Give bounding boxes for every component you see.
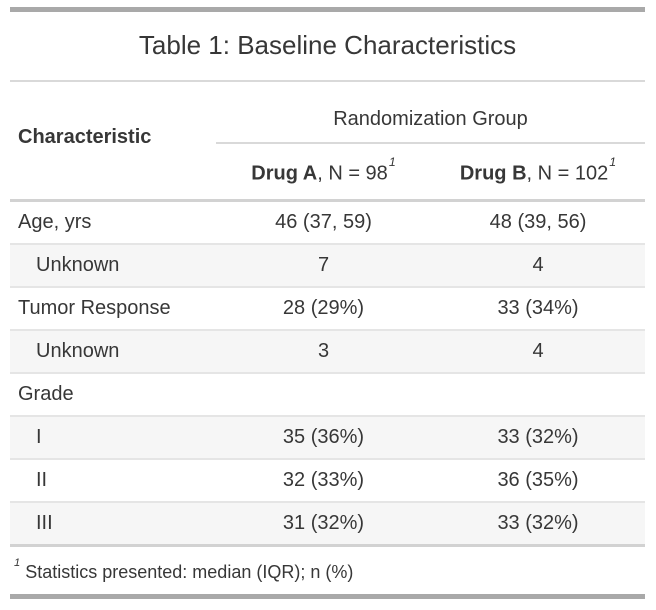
row-label: III (10, 501, 216, 547)
footnote: 1 Statistics presented: median (IQR); n (… (10, 545, 646, 599)
table-row-grade-2: II 32 (33%) 36 (35%) (10, 458, 646, 503)
table-row-tumor-response: Tumor Response 28 (29%) 33 (34%) (10, 286, 646, 331)
drug-a-name: Drug A (251, 162, 318, 185)
table-row-grade-1: I 35 (36%) 33 (32%) (10, 415, 646, 460)
drug-a-value: 46 (37, 59) (216, 200, 431, 245)
row-label: Tumor Response (10, 286, 216, 331)
drug-b-value: 36 (35%) (431, 458, 646, 503)
column-header-row: Drug A, N = 981 Drug B, N = 1021 (10, 143, 646, 202)
drug-a-footnote-mark: 1 (388, 155, 396, 170)
drug-a-value: 32 (33%) (216, 458, 431, 503)
baseline-characteristics-table: Table 1: Baseline Characteristics Charac… (10, 7, 646, 599)
table-title: Table 1: Baseline Characteristics (10, 7, 646, 82)
drug-a-value: 28 (29%) (216, 286, 431, 331)
drug-a-value: 35 (36%) (216, 415, 431, 460)
table-header: Table 1: Baseline Characteristics Charac… (10, 7, 646, 202)
drug-a-n: , N = 98 (317, 162, 388, 185)
drug-a-value: 3 (216, 329, 431, 374)
drug-a-value: 31 (32%) (216, 501, 431, 547)
title-row: Table 1: Baseline Characteristics (10, 7, 646, 82)
row-label: II (10, 458, 216, 503)
drug-b-footnote-mark: 1 (609, 155, 617, 170)
column-header-drug-a: Drug A, N = 981 (216, 143, 431, 202)
drug-a-value (216, 372, 431, 417)
drug-b-value: 4 (431, 329, 646, 374)
document-page: Table 1: Baseline Characteristics Charac… (0, 7, 656, 599)
spanner-header: Randomization Group (216, 81, 646, 144)
drug-b-value: 33 (34%) (431, 286, 646, 331)
table-row-grade: Grade (10, 372, 646, 417)
spanner-row: Characteristic Randomization Group (10, 81, 646, 202)
row-label: Unknown (10, 243, 216, 288)
stub-column-header: Characteristic (10, 81, 216, 202)
table-footer: 1 Statistics presented: median (IQR); n (… (10, 545, 646, 599)
drug-b-value (431, 372, 646, 417)
drug-a-value: 7 (216, 243, 431, 288)
drug-b-value: 33 (32%) (431, 415, 646, 460)
table-row-age-unknown: Unknown 7 4 (10, 243, 646, 288)
table-row-age: Age, yrs 46 (37, 59) 48 (39, 56) (10, 200, 646, 245)
row-label: Age, yrs (10, 200, 216, 245)
drug-b-name: Drug B (459, 162, 527, 185)
table-row-grade-3: III 31 (32%) 33 (32%) (10, 501, 646, 547)
row-label: I (10, 415, 216, 460)
footnote-mark: 1 (14, 556, 21, 569)
table-row-tumor-unknown: Unknown 3 4 (10, 329, 646, 374)
column-header-drug-b: Drug B, N = 1021 (431, 143, 646, 202)
row-label: Unknown (10, 329, 216, 374)
row-label: Grade (10, 372, 216, 417)
footnote-row: 1 Statistics presented: median (IQR); n (… (10, 545, 646, 599)
footnote-text: Statistics presented: median (IQR); n (%… (25, 561, 354, 582)
table-body: Age, yrs 46 (37, 59) 48 (39, 56) Unknown… (10, 200, 646, 547)
drug-b-value: 48 (39, 56) (431, 200, 646, 245)
drug-b-value: 4 (431, 243, 646, 288)
drug-b-n: , N = 102 (526, 162, 609, 185)
drug-b-value: 33 (32%) (431, 501, 646, 547)
